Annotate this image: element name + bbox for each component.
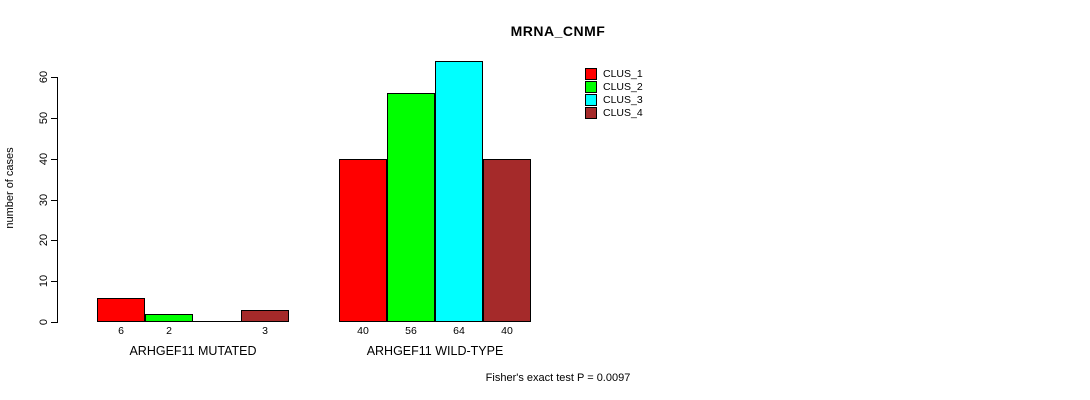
bar-value-label: 56: [405, 325, 417, 337]
bar-value-label: 64: [453, 325, 465, 337]
y-axis-tick: [51, 77, 57, 78]
legend-item: CLUS_2: [585, 80, 643, 93]
legend-swatch: [585, 93, 597, 106]
y-axis-tick: [51, 158, 57, 160]
legend-item: CLUS_4: [585, 106, 643, 119]
y-axis-tick: [51, 117, 57, 119]
legend-item: CLUS_1: [585, 67, 643, 80]
bar-clus_4: [241, 309, 289, 322]
y-axis-tick: [51, 281, 57, 283]
bar-clus_2: [387, 93, 435, 322]
bar-clus_4: [483, 158, 531, 322]
group-label: ARHGEF11 WILD-TYPE: [366, 344, 504, 358]
y-axis-tick: [51, 199, 57, 201]
y-axis-tick: [51, 240, 57, 242]
legend: CLUS_1 CLUS_2 CLUS_3 CLUS_4: [585, 67, 643, 119]
bar-clus_2: [145, 313, 193, 322]
pvalue-annotation: Fisher's exact test P = 0.0097: [485, 372, 631, 384]
y-tick-label: 0: [38, 318, 50, 326]
legend-label: CLUS_1: [603, 67, 643, 80]
bar-value-label: 2: [166, 325, 172, 337]
bar-clus_3: [435, 60, 483, 322]
y-tick-label: 10: [38, 275, 50, 288]
bar-clus_3: [193, 321, 241, 322]
bar-value-label: 6: [118, 325, 124, 337]
bar-value-label: 3: [262, 325, 268, 337]
legend-label: CLUS_2: [603, 80, 643, 93]
legend-swatch: [585, 80, 597, 93]
legend-swatch: [585, 106, 597, 119]
legend-item: CLUS_3: [585, 93, 643, 106]
y-tick-label: 30: [38, 193, 50, 206]
bar-clus_1: [339, 158, 387, 322]
legend-label: CLUS_3: [603, 93, 643, 106]
y-axis-tick: [51, 322, 57, 323]
legend-swatch: [585, 67, 597, 80]
y-axis-line: [57, 77, 58, 323]
y-tick-label: 60: [38, 70, 50, 84]
legend-label: CLUS_4: [603, 106, 643, 119]
chart-title: MRNA_CNMF: [510, 23, 606, 39]
y-tick-label: 50: [38, 111, 50, 124]
group-label: ARHGEF11 MUTATED: [129, 344, 257, 358]
bar-value-label: 40: [357, 325, 369, 337]
bar-clus_1: [97, 297, 145, 322]
y-tick-label: 40: [38, 152, 50, 165]
bar-value-label: 40: [501, 325, 513, 337]
y-tick-label: 20: [38, 234, 50, 247]
y-axis-label: number of cases: [4, 147, 16, 229]
